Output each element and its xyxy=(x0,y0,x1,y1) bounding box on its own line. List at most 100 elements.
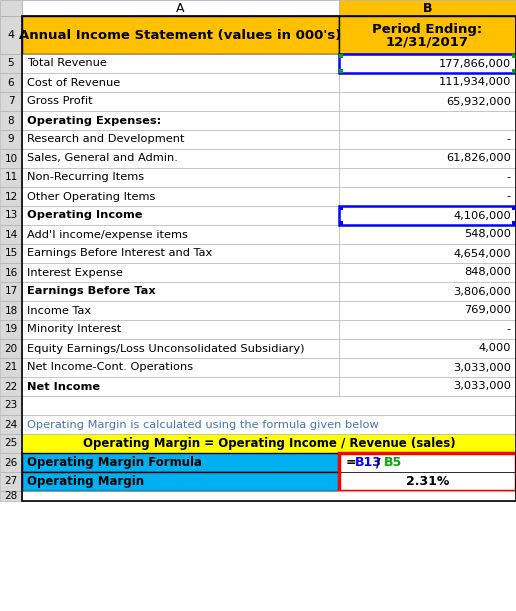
Bar xyxy=(512,206,516,210)
Bar xyxy=(0,491,22,501)
Bar xyxy=(22,111,339,130)
Bar xyxy=(339,472,516,491)
Bar xyxy=(22,263,339,282)
Text: 19: 19 xyxy=(4,324,18,334)
Text: B: B xyxy=(423,1,432,15)
Text: 16: 16 xyxy=(4,268,18,277)
Text: Net Income: Net Income xyxy=(27,381,100,392)
Bar xyxy=(339,54,516,73)
Bar xyxy=(0,396,22,415)
Text: 25: 25 xyxy=(4,439,18,448)
Bar xyxy=(339,301,516,320)
Bar xyxy=(339,320,516,339)
Text: 65,932,000: 65,932,000 xyxy=(446,97,511,106)
Text: Add'l income/expense items: Add'l income/expense items xyxy=(27,230,188,240)
Bar xyxy=(0,130,22,149)
Bar xyxy=(0,225,22,244)
Text: Interest Expense: Interest Expense xyxy=(27,268,123,277)
Bar xyxy=(22,415,516,434)
Text: 769,000: 769,000 xyxy=(464,306,511,315)
Text: -: - xyxy=(507,134,511,144)
Text: Research and Development: Research and Development xyxy=(27,134,185,144)
Bar xyxy=(0,263,22,282)
Bar xyxy=(0,73,22,92)
Bar xyxy=(0,282,22,301)
Bar xyxy=(22,282,339,301)
Bar xyxy=(339,111,516,130)
Text: Period Ending:: Period Ending: xyxy=(373,23,482,37)
Text: 3,806,000: 3,806,000 xyxy=(453,287,511,296)
Bar xyxy=(339,244,516,263)
Text: 28: 28 xyxy=(4,491,18,501)
Text: Minority Interest: Minority Interest xyxy=(27,324,121,334)
Bar xyxy=(339,0,516,16)
Bar xyxy=(0,54,22,73)
Bar xyxy=(0,358,22,377)
Bar xyxy=(22,453,339,472)
Text: -: - xyxy=(507,324,511,334)
Bar xyxy=(339,69,343,73)
Bar xyxy=(512,221,516,225)
Bar xyxy=(0,92,22,111)
Text: Total Revenue: Total Revenue xyxy=(27,59,107,68)
Text: 61,826,000: 61,826,000 xyxy=(446,153,511,164)
Text: Non-Recurring Items: Non-Recurring Items xyxy=(27,172,144,183)
Text: 14: 14 xyxy=(4,230,18,240)
Text: Earnings Before Interest and Tax: Earnings Before Interest and Tax xyxy=(27,249,212,258)
Text: Operating Margin is calculated using the formula given below: Operating Margin is calculated using the… xyxy=(27,420,379,430)
Bar xyxy=(0,244,22,263)
Text: 27: 27 xyxy=(4,477,18,486)
Text: B13: B13 xyxy=(355,456,382,469)
Text: Earnings Before Tax: Earnings Before Tax xyxy=(27,287,156,296)
Bar xyxy=(22,149,339,168)
Text: 4: 4 xyxy=(7,30,14,40)
Bar xyxy=(22,320,339,339)
Text: 20: 20 xyxy=(5,343,18,354)
Bar xyxy=(339,73,516,92)
Bar xyxy=(339,339,516,358)
Text: 3,033,000: 3,033,000 xyxy=(453,362,511,373)
Bar xyxy=(339,54,516,73)
Text: 8: 8 xyxy=(8,115,14,125)
Text: Operating Margin Formula: Operating Margin Formula xyxy=(27,456,202,469)
Text: -: - xyxy=(507,191,511,202)
Text: 11: 11 xyxy=(4,172,18,183)
Text: 3,033,000: 3,033,000 xyxy=(453,381,511,392)
Text: 177,866,000: 177,866,000 xyxy=(439,59,511,68)
Bar xyxy=(0,339,22,358)
Text: A: A xyxy=(176,1,185,15)
Bar xyxy=(22,339,339,358)
Text: Operating Margin = Operating Income / Revenue (sales): Operating Margin = Operating Income / Re… xyxy=(83,437,455,450)
Bar xyxy=(22,16,339,54)
Text: 26: 26 xyxy=(4,458,18,467)
Text: 111,934,000: 111,934,000 xyxy=(439,78,511,87)
Text: 848,000: 848,000 xyxy=(464,268,511,277)
Bar xyxy=(22,16,516,501)
Text: 24: 24 xyxy=(4,420,18,430)
Bar xyxy=(339,92,516,111)
Bar xyxy=(0,472,22,491)
Bar xyxy=(22,92,339,111)
Bar xyxy=(339,149,516,168)
Bar xyxy=(339,130,516,149)
Bar xyxy=(0,453,22,472)
Bar xyxy=(22,491,516,501)
Bar xyxy=(0,377,22,396)
Text: 18: 18 xyxy=(4,306,18,315)
Bar xyxy=(22,54,339,73)
Bar xyxy=(339,377,516,396)
Bar xyxy=(339,453,516,491)
Bar xyxy=(0,187,22,206)
Text: Annual Income Statement (values in 000's): Annual Income Statement (values in 000's… xyxy=(19,29,342,42)
Text: 17: 17 xyxy=(4,287,18,296)
Bar xyxy=(22,244,339,263)
Bar xyxy=(339,453,516,472)
Bar xyxy=(512,69,516,73)
Text: 9: 9 xyxy=(8,134,14,144)
Text: Operating Income: Operating Income xyxy=(27,211,142,221)
Bar xyxy=(22,0,339,16)
Bar xyxy=(339,282,516,301)
Bar xyxy=(339,206,343,210)
Bar xyxy=(339,206,516,225)
Bar xyxy=(22,377,339,396)
